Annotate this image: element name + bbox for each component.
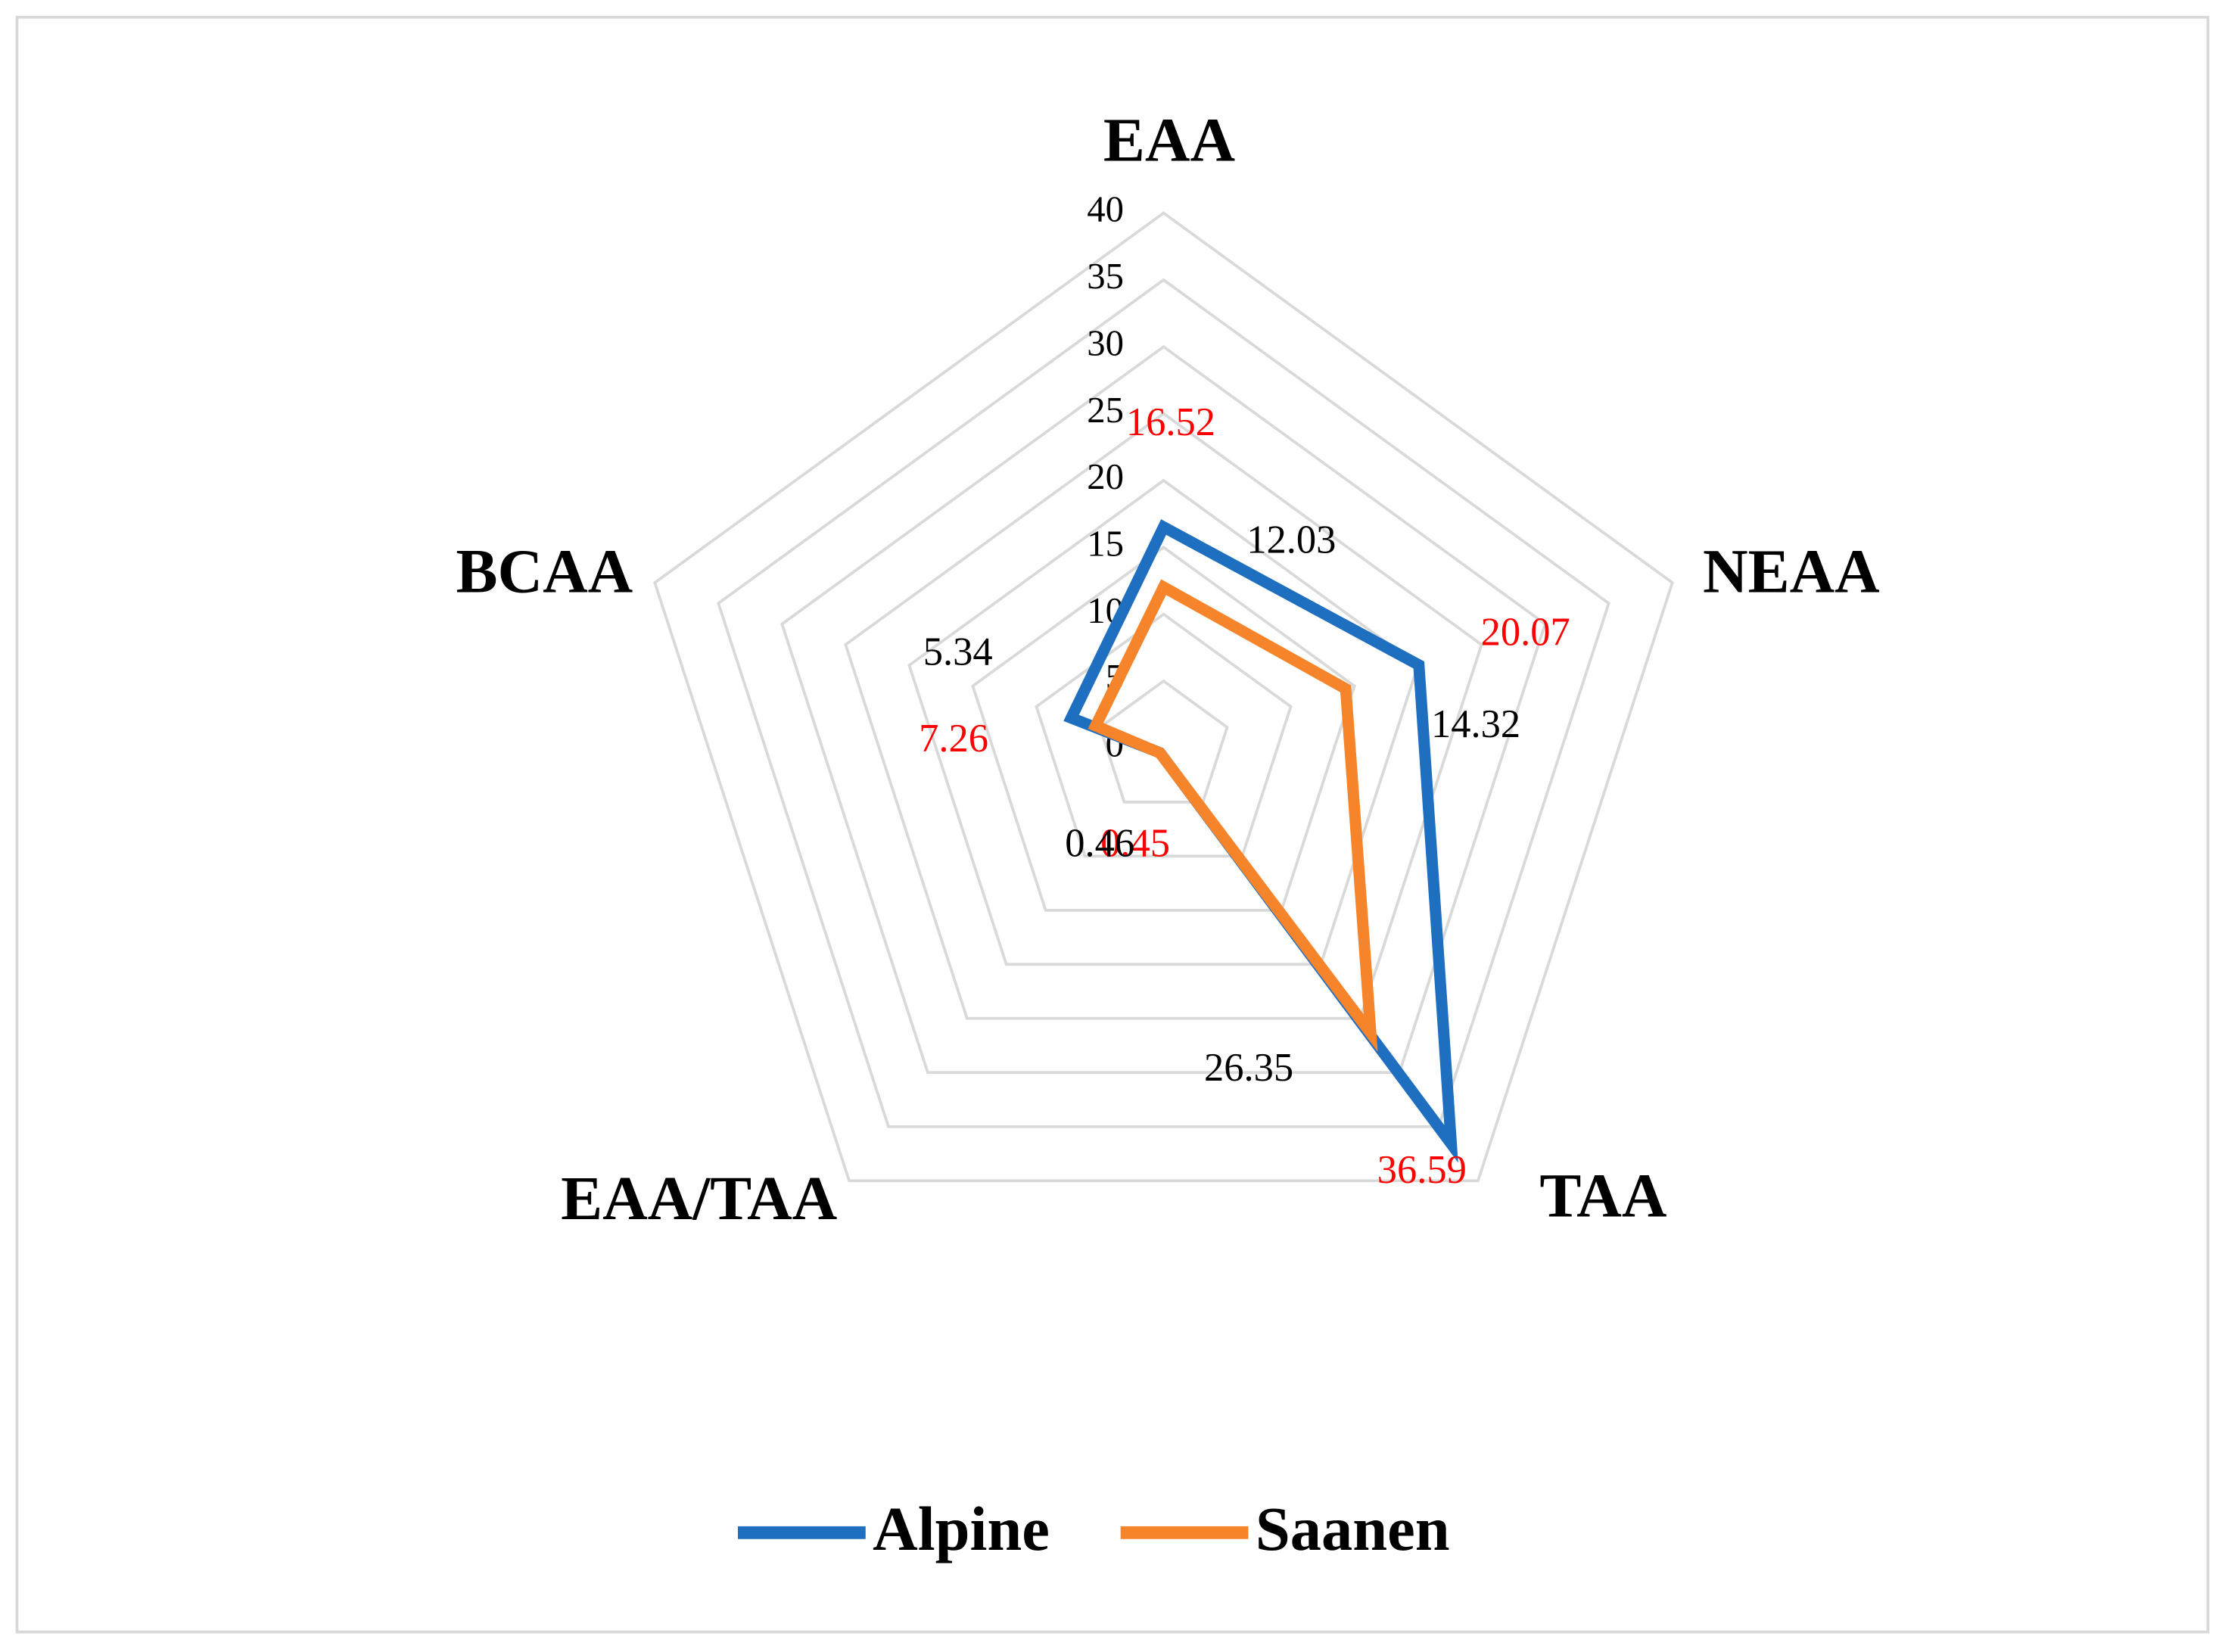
- r-tick-label: 35: [1087, 256, 1124, 297]
- r-tick-label: 30: [1087, 322, 1124, 363]
- r-tick-label: 25: [1087, 390, 1124, 431]
- data-label: 0.46: [1065, 822, 1134, 866]
- data-label: 12.03: [1246, 518, 1336, 562]
- series-line: [1088, 579, 1378, 1052]
- data-label: 14.32: [1431, 702, 1520, 746]
- axis-label: BCAA: [456, 536, 633, 605]
- axis-label: NEAA: [1703, 536, 1880, 605]
- grid-ring: [1035, 612, 1293, 858]
- legend-label: Alpine: [873, 1494, 1050, 1563]
- axis-label: EAA/TAA: [561, 1163, 837, 1233]
- grid-ring: [717, 278, 1610, 1128]
- data-label: 36.59: [1377, 1148, 1467, 1192]
- data-label: 16.52: [1126, 400, 1215, 444]
- grid-ring: [907, 478, 1420, 966]
- data-label: 26.35: [1204, 1046, 1293, 1090]
- legend-label: Saanen: [1256, 1494, 1450, 1563]
- r-tick-label: 40: [1087, 189, 1124, 230]
- grid-ring: [844, 412, 1483, 1020]
- grid-ring: [971, 545, 1356, 912]
- data-label: 5.34: [923, 630, 993, 674]
- grid-ring: [1098, 679, 1229, 804]
- chart-frame: [15, 15, 2210, 1634]
- data-label: 0.45: [1100, 822, 1170, 866]
- r-tick-label: 20: [1087, 456, 1124, 497]
- axis-label: TAA: [1539, 1160, 1666, 1230]
- data-label: 7.26: [919, 717, 988, 761]
- r-tick-label: 15: [1087, 523, 1124, 564]
- data-label: 20.07: [1481, 610, 1570, 654]
- grid-ring: [653, 211, 1674, 1183]
- axis-label: EAA: [1103, 104, 1235, 174]
- grid-ring: [780, 344, 1547, 1075]
